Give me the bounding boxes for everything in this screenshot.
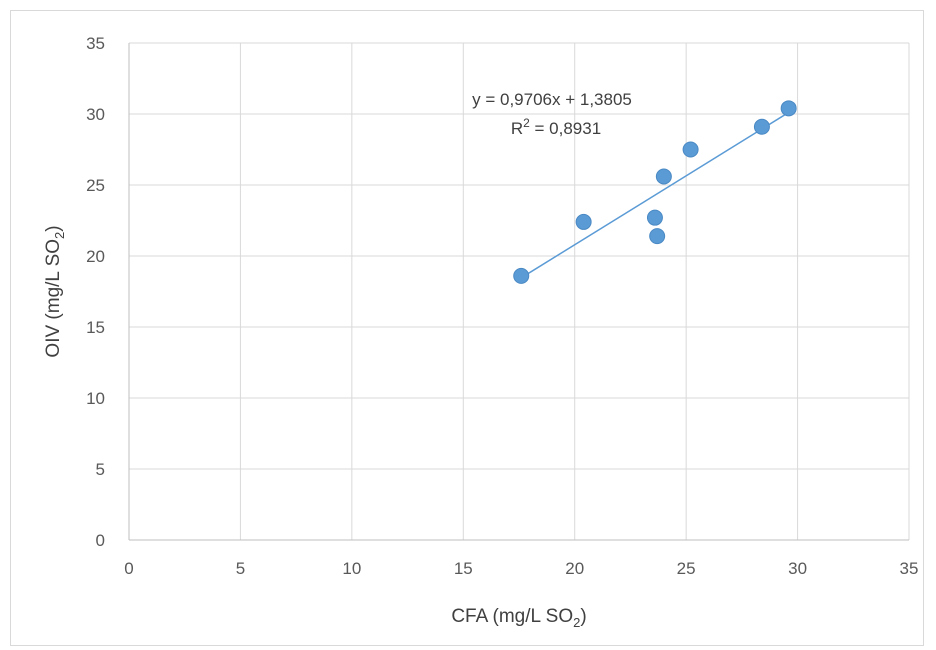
- data-point: [655, 168, 672, 185]
- x-axis-title-end: ): [580, 606, 586, 627]
- y-tick-label: 15: [86, 318, 105, 337]
- data-points: [513, 100, 797, 284]
- x-tick-label: 25: [677, 559, 696, 578]
- x-tick-label: 35: [900, 559, 919, 578]
- tick-labels: 0 5 10 15 20 25 30 35 0 5 10 15 20 25 30 35: [86, 34, 918, 578]
- y-tick-label: 0: [96, 531, 105, 550]
- data-point: [682, 141, 699, 158]
- y-axis-title-end: ): [43, 225, 64, 231]
- y-tick-label: 5: [96, 460, 105, 479]
- y-tick-label: 30: [86, 105, 105, 124]
- scatter-chart: 0 5 10 15 20 25 30 35 0 5 10 15 20 25 30 35 y = 0,9706x…: [43, 34, 918, 630]
- r2-value: = 0,8931: [530, 119, 601, 138]
- y-axis-title: OIV (mg/L SO2): [43, 225, 67, 357]
- y-tick-label: 10: [86, 389, 105, 408]
- data-point: [575, 213, 592, 230]
- data-point: [780, 100, 797, 117]
- y-tick-label: 25: [86, 176, 105, 195]
- trendline: [520, 111, 790, 279]
- trendline-r-squared: R2 = 0,8931: [511, 116, 601, 138]
- y-axis-title-main: OIV (mg/L SO: [43, 239, 64, 358]
- chart-frame: 0 5 10 15 20 25 30 35 0 5 10 15 20 25 30 35 y = 0,9706x…: [10, 10, 924, 646]
- x-tick-label: 15: [454, 559, 473, 578]
- trendline-layer: [520, 111, 790, 279]
- data-point: [513, 267, 530, 284]
- y-tick-label: 20: [86, 247, 105, 266]
- data-point: [753, 118, 770, 135]
- x-tick-label: 5: [236, 559, 245, 578]
- data-point: [646, 209, 663, 226]
- x-axis-title: CFA (mg/L SO2): [451, 606, 586, 630]
- grid-lines: [128, 42, 910, 541]
- y-axis-title-subscript: 2: [52, 232, 67, 239]
- r2-label: R: [511, 119, 523, 138]
- r2-superscript: 2: [523, 116, 530, 130]
- x-tick-label: 30: [788, 559, 807, 578]
- y-tick-label: 35: [86, 34, 105, 53]
- x-tick-label: 0: [124, 559, 133, 578]
- x-axis-title-main: CFA (mg/L SO: [451, 606, 573, 627]
- x-tick-label: 20: [565, 559, 584, 578]
- x-axis-title-subscript: 2: [573, 615, 580, 630]
- x-tick-label: 10: [342, 559, 361, 578]
- trendline-equation: y = 0,9706x + 1,3805: [472, 90, 632, 109]
- data-point: [649, 228, 666, 245]
